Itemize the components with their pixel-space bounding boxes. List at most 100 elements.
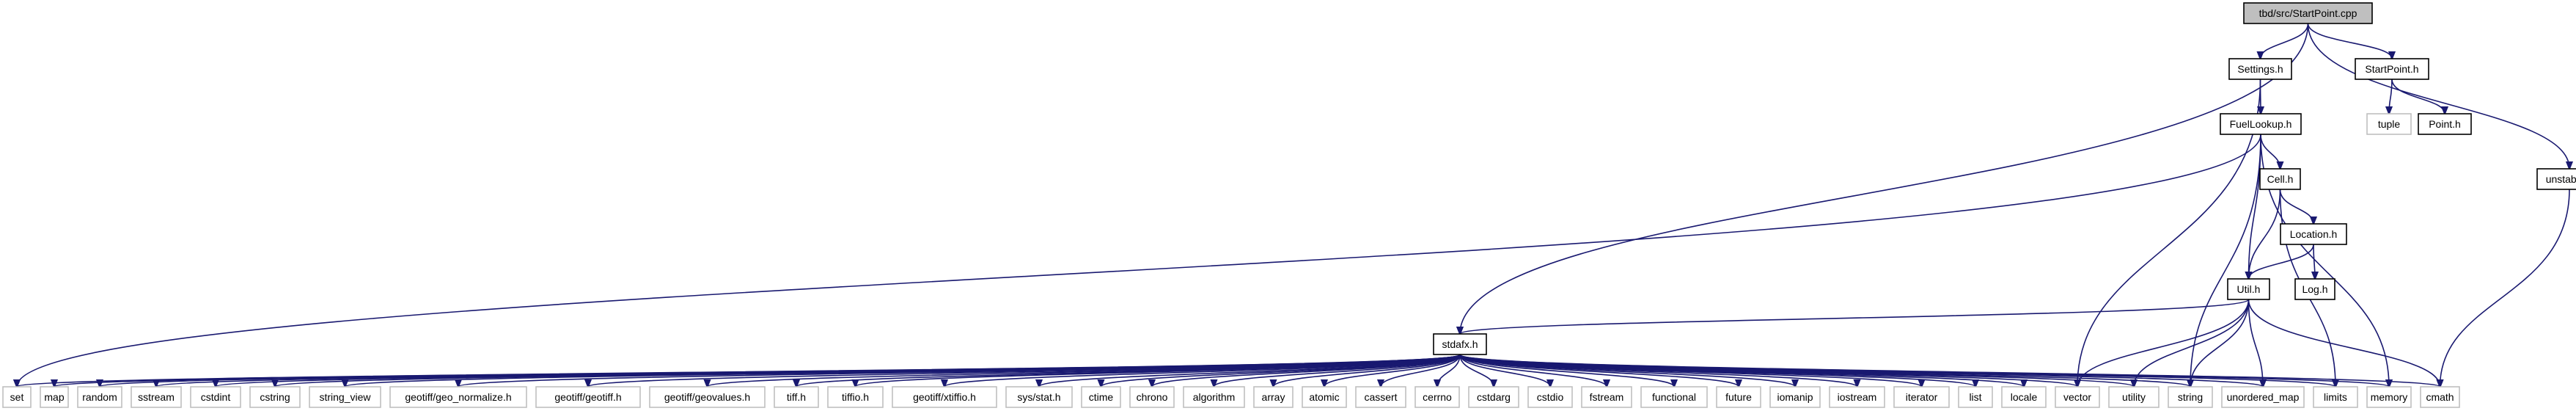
- edge-cell-to-util: [2249, 189, 2281, 279]
- node-geovalues: geotiff/geovalues.h: [649, 386, 766, 408]
- node-sstream: sstream: [131, 386, 182, 408]
- edge-startpoint_h-to-tuple: [2389, 79, 2392, 114]
- node-label: tuple: [2378, 118, 2401, 130]
- node-label: vector: [2063, 391, 2091, 403]
- node-label: unstable.h: [2546, 173, 2576, 185]
- node-label: Point.h: [2429, 118, 2461, 130]
- edge-stdafx-to-cassert: [1381, 354, 1461, 387]
- node-stdafx[interactable]: stdafx.h: [1433, 333, 1487, 355]
- edge-util-to-utility: [2134, 299, 2250, 387]
- node-box: [1527, 386, 1573, 408]
- node-box: [2280, 223, 2347, 245]
- node-cstdarg: cstdarg: [1468, 386, 1519, 408]
- edge-stdafx-to-algorithm: [1214, 354, 1461, 387]
- node-iomanip: iomanip: [1769, 386, 1821, 408]
- node-label: functional: [1652, 391, 1696, 403]
- node-list: list: [1958, 386, 1993, 408]
- node-label: tiff.h: [787, 391, 806, 403]
- node-box: [1893, 386, 1950, 408]
- node-label: tbd/src/StartPoint.cpp: [2259, 7, 2357, 19]
- edge-stdafx-to-cstdarg: [1459, 354, 1494, 387]
- node-tiff-h: tiff.h: [774, 386, 819, 408]
- node-unstable[interactable]: unstable.h: [2536, 168, 2576, 190]
- node-chrono: chrono: [1129, 386, 1175, 408]
- node-fuellookup[interactable]: FuelLookup.h: [2220, 113, 2302, 135]
- node-box: [1829, 386, 1885, 408]
- node-label: sstream: [138, 391, 175, 403]
- node-tuple: tuple: [2366, 113, 2412, 135]
- node-label: geotiff/geovalues.h: [664, 391, 750, 403]
- node-util[interactable]: Util.h: [2227, 278, 2270, 300]
- node-label: cstdint: [201, 391, 231, 403]
- node-cerrno: cerrno: [1414, 386, 1460, 408]
- node-box: [2366, 113, 2412, 135]
- node-label: locale: [2011, 391, 2038, 403]
- node-label: Settings.h: [2237, 63, 2283, 75]
- node-location[interactable]: Location.h: [2280, 223, 2347, 245]
- edge-stdafx-to-cerrno: [1437, 354, 1461, 387]
- edge-stdafx-to-functional: [1459, 354, 1674, 387]
- node-utility: utility: [2108, 386, 2159, 408]
- node-iterator: iterator: [1893, 386, 1950, 408]
- node-xtiffio: geotiff/xtiffio.h: [892, 386, 997, 408]
- edge-startpoint_h-to-point_h: [2391, 79, 2445, 114]
- node-box: [535, 386, 641, 408]
- node-label: Location.h: [2290, 228, 2338, 240]
- node-label: geotiff/geotiff.h: [554, 391, 621, 403]
- node-box: [1129, 386, 1175, 408]
- node-functional: functional: [1640, 386, 1708, 408]
- edge-fuellookup-to-cell: [2260, 134, 2280, 169]
- node-label: string: [2178, 391, 2203, 403]
- edge-stdafx-to-xtiffio: [944, 354, 1461, 387]
- node-box: [1253, 386, 1293, 408]
- node-label: string_view: [319, 391, 371, 403]
- node-log[interactable]: Log.h: [2294, 278, 2335, 300]
- node-label: iomanip: [1777, 391, 1813, 403]
- edge-root-to-settings: [2261, 23, 2309, 59]
- node-label: sys/stat.h: [1017, 391, 1060, 403]
- edge-util-to-stdafx: [1460, 299, 2250, 334]
- node-box: [40, 386, 69, 408]
- node-label: array: [1262, 391, 1285, 403]
- node-box: [1081, 386, 1121, 408]
- edge-util-to-cmath: [2247, 299, 2440, 387]
- node-label: geotiff/xtiffio.h: [913, 391, 976, 403]
- node-limits: limits: [2313, 386, 2358, 408]
- node-label: cstdarg: [1477, 391, 1511, 403]
- node-point-h[interactable]: Point.h: [2418, 113, 2472, 135]
- node-box: [2536, 168, 2576, 190]
- node-label: algorithm: [1193, 391, 1236, 403]
- edge-root-to-stdafx: [1460, 23, 2309, 334]
- node-cell[interactable]: Cell.h: [2259, 168, 2301, 190]
- node-box: [2355, 58, 2429, 80]
- edge-root-to-unstable: [2307, 23, 2570, 169]
- node-box: [1716, 386, 1761, 408]
- node-root[interactable]: tbd/src/StartPoint.cpp: [2243, 2, 2373, 24]
- node-box: [2168, 386, 2213, 408]
- node-label: map: [44, 391, 64, 403]
- node-box: [1355, 386, 1406, 408]
- node-box: [249, 386, 301, 408]
- edge-stdafx-to-atomic: [1324, 354, 1461, 387]
- edge-stdafx-to-array: [1274, 354, 1461, 387]
- node-label: limits: [2324, 391, 2347, 403]
- node-ctime: ctime: [1081, 386, 1121, 408]
- node-settings[interactable]: Settings.h: [2228, 58, 2292, 80]
- node-box: [389, 386, 527, 408]
- edge-stdafx-to-cstdio: [1459, 354, 1550, 387]
- node-label: fstream: [1590, 391, 1624, 403]
- node-box: [2001, 386, 2047, 408]
- node-label: Util.h: [2237, 283, 2261, 295]
- node-box: [2220, 113, 2302, 135]
- edge-fuellookup-to-util: [2249, 134, 2261, 279]
- node-geo-normalize: geotiff/geo_normalize.h: [389, 386, 527, 408]
- node-startpoint-h[interactable]: StartPoint.h: [2355, 58, 2429, 80]
- node-string-view: string_view: [309, 386, 381, 408]
- node-box: [649, 386, 766, 408]
- node-future: future: [1716, 386, 1761, 408]
- edge-util-to-string: [2190, 299, 2250, 387]
- node-box: [1005, 386, 1073, 408]
- edge-root-to-startpoint_h: [2307, 23, 2393, 59]
